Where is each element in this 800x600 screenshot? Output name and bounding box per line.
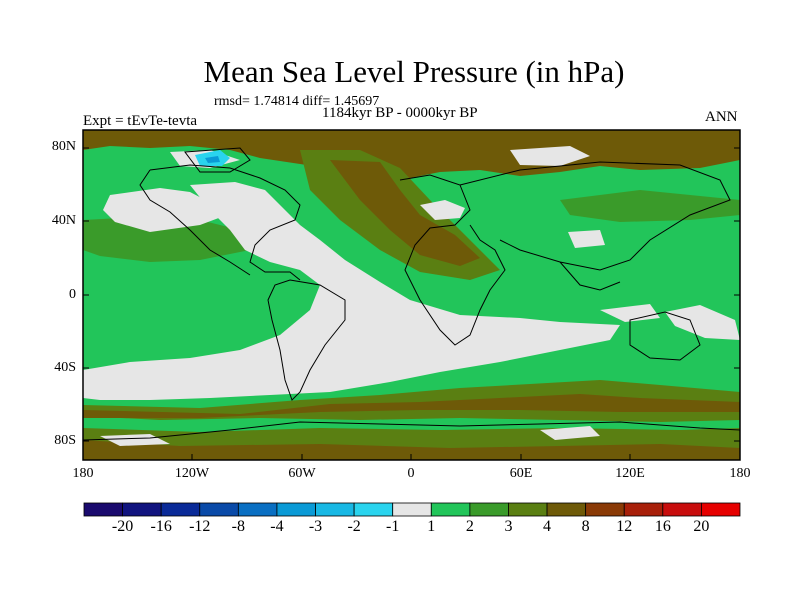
map-title: Mean Sea Level Pressure (in hPa) [203, 54, 625, 89]
colorbar-label: 4 [543, 518, 552, 535]
lon-label: 0 [407, 466, 415, 481]
lat-label: 80S [54, 433, 76, 448]
colorbar-box [237, 502, 278, 517]
lat-label: 40S [54, 360, 76, 375]
lat-label: 80N [51, 139, 76, 154]
colorbar-label: 1 [427, 518, 436, 535]
lat-label: 40N [51, 213, 76, 228]
colorbar-label: -2 [347, 518, 361, 535]
map-field [83, 130, 740, 460]
colorbar-label: -16 [150, 518, 172, 535]
colorbar-box [662, 502, 702, 517]
colorbar-box [430, 502, 471, 517]
colorbar-box [508, 502, 548, 517]
lon-label: 60W [288, 466, 316, 481]
lon-label: 180 [72, 466, 94, 481]
axis-ticks [82, 147, 741, 460]
colorbar-label: -20 [111, 518, 134, 535]
colorbar-label: 2 [465, 518, 474, 535]
colorbar-label: 12 [616, 518, 633, 535]
colorbar-box [199, 502, 239, 517]
season-label: ANN [705, 109, 738, 125]
colorbar-box [546, 502, 587, 517]
colorbar-label: -3 [308, 518, 323, 535]
colorbar-box [160, 502, 201, 517]
lon-label: 60E [509, 466, 533, 481]
lat-label: 0 [69, 287, 76, 302]
colorbar-box [315, 502, 355, 517]
colorbar-label: -12 [189, 518, 211, 535]
colorbar-box [469, 502, 509, 517]
colorbar-label: -1 [386, 518, 400, 535]
lon-label: 120E [615, 466, 645, 481]
lon-label: 120W [174, 466, 210, 481]
colorbar-box [276, 502, 316, 517]
experiment-label: Expt = tEvTe-tevta [83, 113, 198, 129]
colorbar-label: 8 [581, 518, 590, 535]
colorbar-box [701, 502, 741, 517]
colorbar-box [83, 502, 123, 517]
colorbar-box [585, 502, 625, 517]
colorbar-label: 16 [654, 518, 671, 535]
colorbar-box [623, 502, 664, 517]
colorbar-label: -4 [270, 518, 284, 535]
colorbar-label: 20 [693, 518, 710, 535]
colorbar-box [353, 502, 394, 517]
colorbar-box [392, 502, 432, 517]
colorbar-label: 3 [504, 518, 513, 535]
stats-text: rmsd= 1.74814 diff= 1.45697 [214, 94, 380, 109]
colorbar-box [122, 502, 162, 517]
period-text: 1184kyr BP - 0000kyr BP [322, 105, 478, 121]
colorbar [83, 502, 741, 517]
colorbar-label: -8 [231, 518, 246, 535]
lon-label: 180 [729, 466, 751, 481]
